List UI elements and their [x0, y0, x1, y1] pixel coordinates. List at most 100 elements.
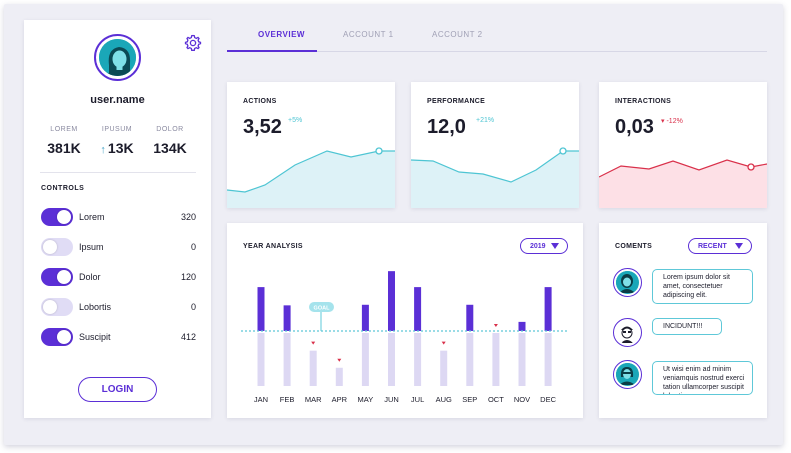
bar-above-goal: [544, 287, 552, 331]
bar-below-goal: [440, 350, 448, 386]
toggle-ipsum[interactable]: [41, 238, 73, 256]
arrow-down-icon: ▾: [661, 118, 665, 125]
bar-above-goal: [361, 304, 369, 331]
bar-below-goal: [518, 333, 526, 386]
bar-below-goal: [361, 333, 369, 386]
control-row-suscipit: Suscipit 412: [41, 327, 196, 347]
toggle-knob: [43, 300, 57, 314]
bar-below-goal: [414, 333, 422, 386]
comment-bubble: Lorem ipsum dolor sit amet, consectetuer…: [652, 269, 753, 304]
sort-select[interactable]: RECENT: [688, 238, 752, 254]
metric-value: 3,52: [243, 116, 282, 138]
toggle-knob: [57, 270, 71, 284]
year-select-value: 2019: [530, 242, 546, 250]
toggle-suscipit[interactable]: [41, 328, 73, 346]
comment-bubble: Ut wisi enim ad minim veniamquis nostrud…: [652, 361, 753, 395]
arrow-up-icon: ↑: [100, 144, 106, 156]
stat-label: LOREM: [50, 126, 78, 133]
metric-title: PERFORMANCE: [427, 98, 486, 105]
toggle-lobortis[interactable]: [41, 298, 73, 316]
toggle-knob: [57, 210, 71, 224]
bar-below-goal: [466, 333, 474, 386]
caret-down-icon: [551, 243, 559, 249]
goal-label: GOAL: [314, 306, 331, 312]
month-label: MAR: [305, 395, 322, 404]
bar-above-goal: [518, 321, 526, 331]
sort-select-value: RECENT: [698, 242, 727, 250]
year-bar-chart: JAN FEB MAR APR MAY JUN JUL AUG SEP OCT NOV DEC GOAL: [241, 271, 567, 404]
metric-value: 12,0: [427, 116, 466, 138]
profile-sidebar: user.name LOREM 381K IPUSUM ↑ 13K DOLOR 1…: [24, 20, 211, 418]
month-label: SEP: [462, 395, 477, 404]
username: user.name: [90, 94, 145, 106]
bar-below-goal: [309, 350, 317, 386]
metric-title: ACTIONS: [243, 98, 277, 105]
toggle-knob: [57, 330, 71, 344]
month-label: AUG: [436, 395, 452, 404]
interactions-sparkline: [599, 159, 767, 208]
tab-overview[interactable]: OVERVIEW: [258, 30, 305, 39]
commenter-avatar[interactable]: [613, 268, 642, 297]
toggle-dolor[interactable]: [41, 268, 73, 286]
month-label: OCT: [488, 395, 504, 404]
month-label: NOV: [514, 395, 530, 404]
control-label: Dolor: [79, 272, 101, 282]
control-row-dolor: Dolor 120: [41, 267, 196, 287]
month-label: MAY: [358, 395, 374, 404]
bar-above-goal: [388, 271, 395, 331]
metric-change: +21%: [476, 117, 495, 124]
control-value: 0: [190, 302, 196, 312]
stat-value: 13K: [107, 140, 134, 156]
tab-account-1[interactable]: ACCOUNT 1: [343, 30, 394, 39]
month-label: DEC: [540, 395, 556, 404]
control-label: Lobortis: [79, 302, 112, 312]
settings-gear-icon[interactable]: [184, 34, 202, 52]
toggle-lorem[interactable]: [41, 208, 73, 226]
metric-value: 0,03: [615, 116, 654, 138]
toggle-knob: [43, 240, 57, 254]
bar-below-goal: [257, 333, 265, 386]
bar-below-goal: [492, 333, 500, 386]
interactions-card[interactable]: INTERACTIONS 0,03 ▾ -12%: [599, 82, 767, 208]
month-label: JUN: [384, 395, 399, 404]
below-goal-marker: [441, 341, 446, 345]
control-row-lorem: Lorem 320: [41, 207, 196, 227]
bar-below-goal: [544, 333, 552, 386]
avatar[interactable]: [94, 34, 141, 81]
comments-title: COMENTS: [615, 243, 653, 250]
divider: [40, 172, 196, 173]
tab-account-2[interactable]: ACCOUNT 2: [432, 30, 483, 39]
year-analysis-card: YEAR ANALYSIS 2019 JAN FEB MAR APR MAY JUN JUL…: [227, 223, 583, 418]
comment-bubble: INCIDUNT!!!: [652, 318, 722, 335]
bar-above-goal: [257, 287, 265, 331]
below-goal-marker: [311, 341, 316, 345]
goal-flag: [309, 302, 334, 312]
bar-below-goal: [283, 333, 291, 386]
actions-card[interactable]: ACTIONS 3,52 +5%: [227, 82, 395, 208]
bar-below-goal: [335, 367, 343, 386]
control-label: Ipsum: [79, 242, 104, 252]
performance-sparkline: [411, 147, 579, 208]
control-label: Suscipit: [79, 332, 111, 342]
caret-down-icon: [735, 243, 743, 249]
control-value: 412: [180, 332, 196, 342]
month-label: APR: [332, 395, 348, 404]
commenter-avatar[interactable]: [613, 360, 642, 389]
chart-title: YEAR ANALYSIS: [243, 243, 303, 250]
active-tab-indicator: [227, 50, 317, 52]
metric-change: +5%: [288, 117, 303, 124]
control-row-lobortis: Lobortis 0: [41, 297, 196, 317]
login-button[interactable]: LOGIN: [78, 377, 157, 402]
year-select[interactable]: 2019: [520, 238, 568, 254]
stat-value: 134K: [153, 140, 187, 156]
metric-change: ▾ -12%: [661, 118, 683, 125]
controls-heading: CONTROLS: [41, 185, 85, 192]
commenter-avatar[interactable]: [613, 318, 642, 347]
metric-title: INTERACTIONS: [615, 98, 672, 105]
tab-bar: OVERVIEW ACCOUNT 1 ACCOUNT 2: [227, 22, 767, 52]
performance-card[interactable]: PERFORMANCE 12,0 +21%: [411, 82, 579, 208]
bar-above-goal: [414, 287, 422, 331]
bar-below-goal: [388, 333, 395, 386]
stat-label: IPUSUM: [101, 126, 133, 133]
control-row-ipsum: Ipsum 0: [41, 237, 196, 257]
